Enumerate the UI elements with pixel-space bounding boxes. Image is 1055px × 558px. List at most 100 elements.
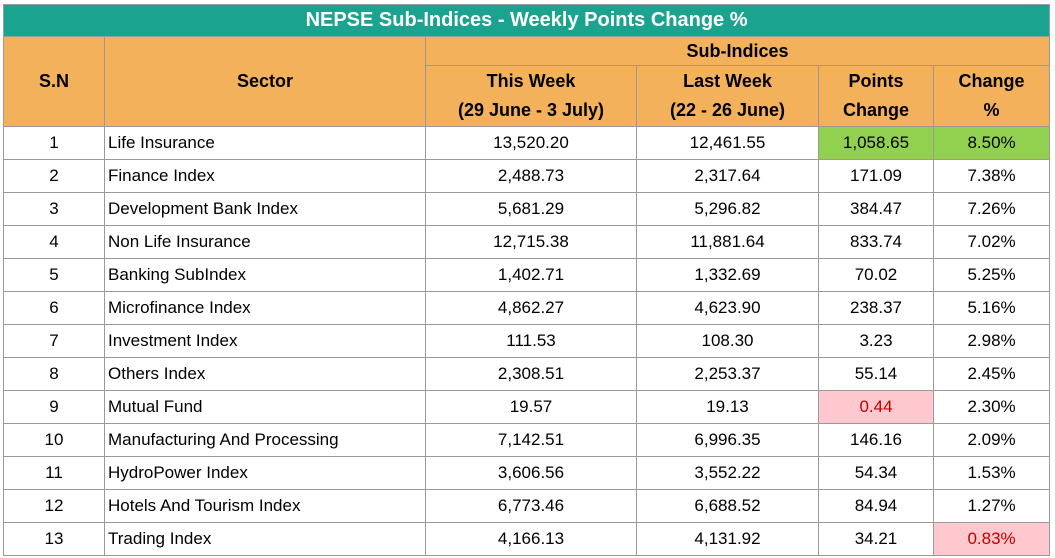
cell-last-week: 5,296.82 xyxy=(636,192,819,226)
cell-this-week: 1,402.71 xyxy=(425,258,637,292)
header-change-pct-line2: % xyxy=(983,100,1000,120)
table-row: 5 Banking SubIndex 1,402.71 1,332.69 70.… xyxy=(3,258,1051,292)
cell-change-pct: 2.45% xyxy=(932,357,1051,391)
cell-sn: 2 xyxy=(3,159,105,193)
cell-points-change: 54.34 xyxy=(818,456,934,490)
cell-last-week: 6,996.35 xyxy=(636,423,819,457)
cell-this-week: 111.53 xyxy=(425,324,637,358)
cell-last-week: 12,461.55 xyxy=(636,126,819,160)
cell-sn: 11 xyxy=(3,456,105,490)
cell-sector: Banking SubIndex xyxy=(104,258,426,292)
cell-sector: Others Index xyxy=(104,357,426,391)
cell-sector: Non Life Insurance xyxy=(104,225,426,259)
header-points-change: Points Change xyxy=(818,65,934,127)
cell-points-change-lowest: 0.44 xyxy=(818,390,934,424)
table-row: 3 Development Bank Index 5,681.29 5,296.… xyxy=(3,192,1051,226)
cell-points-change-highest: 1,058.65 xyxy=(818,126,934,160)
cell-change-pct: 2.98% xyxy=(932,324,1051,358)
cell-sn: 6 xyxy=(3,291,105,325)
cell-this-week: 19.57 xyxy=(425,390,637,424)
header-this-week: This Week (29 June - 3 July) xyxy=(425,65,637,127)
table-row: 12 Hotels And Tourism Index 6,773.46 6,6… xyxy=(3,489,1051,523)
table-title: NEPSE Sub-Indices - Weekly Points Change… xyxy=(2,4,1051,37)
table-row: 2 Finance Index 2,488.73 2,317.64 171.09… xyxy=(3,159,1051,193)
cell-points-change: 833.74 xyxy=(818,225,934,259)
cell-points-change: 171.09 xyxy=(818,159,934,193)
cell-sector: Investment Index xyxy=(104,324,426,358)
cell-change-pct: 7.02% xyxy=(932,225,1051,259)
cell-sector: HydroPower Index xyxy=(104,456,426,490)
cell-change-pct: 2.30% xyxy=(932,390,1051,424)
cell-sn: 10 xyxy=(3,423,105,457)
table-row: 4 Non Life Insurance 12,715.38 11,881.64… xyxy=(3,225,1051,259)
cell-this-week: 5,681.29 xyxy=(425,192,637,226)
table-row: 1 Life Insurance 13,520.20 12,461.55 1,0… xyxy=(3,126,1051,160)
cell-points-change: 34.21 xyxy=(818,522,934,556)
cell-last-week: 2,317.64 xyxy=(636,159,819,193)
cell-change-pct: 1.53% xyxy=(932,456,1051,490)
cell-last-week: 2,253.37 xyxy=(636,357,819,391)
cell-sector: Mutual Fund xyxy=(104,390,426,424)
cell-points-change: 384.47 xyxy=(818,192,934,226)
cell-sn: 13 xyxy=(3,522,105,556)
cell-points-change: 70.02 xyxy=(818,258,934,292)
cell-change-pct: 7.26% xyxy=(932,192,1051,226)
table-body: 1 Life Insurance 13,520.20 12,461.55 1,0… xyxy=(3,126,1051,556)
cell-this-week: 7,142.51 xyxy=(425,423,637,457)
sub-indices-table-container: NEPSE Sub-Indices - Weekly Points Change… xyxy=(2,4,1051,556)
cell-this-week: 6,773.46 xyxy=(425,489,637,523)
cell-points-change: 3.23 xyxy=(818,324,934,358)
header-last-week: Last Week (22 - 26 June) xyxy=(636,65,819,127)
cell-points-change: 238.37 xyxy=(818,291,934,325)
cell-sector: Trading Index xyxy=(104,522,426,556)
cell-points-change: 84.94 xyxy=(818,489,934,523)
cell-sector: Development Bank Index xyxy=(104,192,426,226)
cell-change-pct: 2.09% xyxy=(932,423,1051,457)
cell-this-week: 13,520.20 xyxy=(425,126,637,160)
table-row: 9 Mutual Fund 19.57 19.13 0.44 2.30% xyxy=(3,390,1051,424)
cell-change-pct-highest: 8.50% xyxy=(932,126,1051,160)
header-sub-indices: Sub-Indices xyxy=(424,36,1051,66)
header-this-week-range: (29 June - 3 July) xyxy=(457,100,605,120)
cell-this-week: 3,606.56 xyxy=(425,456,637,490)
header-last-week-range: (22 - 26 June) xyxy=(669,100,786,120)
cell-sn: 8 xyxy=(3,357,105,391)
cell-this-week: 4,166.13 xyxy=(425,522,637,556)
cell-sn: 3 xyxy=(3,192,105,226)
cell-points-change: 55.14 xyxy=(818,357,934,391)
cell-last-week: 4,623.90 xyxy=(636,291,819,325)
cell-sn: 9 xyxy=(3,390,105,424)
cell-change-pct: 5.25% xyxy=(932,258,1051,292)
table-row: 6 Microfinance Index 4,862.27 4,623.90 2… xyxy=(3,291,1051,325)
header-points-change-line2: Change xyxy=(842,100,909,120)
table-row: 8 Others Index 2,308.51 2,253.37 55.14 2… xyxy=(3,357,1051,391)
cell-this-week: 2,308.51 xyxy=(425,357,637,391)
cell-sn: 1 xyxy=(3,126,105,160)
cell-last-week: 108.30 xyxy=(636,324,819,358)
cell-change-pct: 5.16% xyxy=(932,291,1051,325)
cell-this-week: 4,862.27 xyxy=(425,291,637,325)
header-last-week-label: Last Week xyxy=(683,71,772,91)
header-sn: S.N xyxy=(3,36,105,127)
header-points-change-line1: Points xyxy=(848,71,904,91)
cell-sn: 4 xyxy=(3,225,105,259)
cell-last-week: 4,131.92 xyxy=(636,522,819,556)
cell-last-week: 3,552.22 xyxy=(636,456,819,490)
table-header: NEPSE Sub-Indices - Weekly Points Change… xyxy=(2,4,1051,127)
header-this-week-label: This Week xyxy=(486,71,576,91)
cell-points-change: 146.16 xyxy=(818,423,934,457)
cell-sector: Microfinance Index xyxy=(104,291,426,325)
header-change-pct-line1: Change xyxy=(958,71,1025,91)
cell-sn: 12 xyxy=(3,489,105,523)
cell-last-week: 11,881.64 xyxy=(636,225,819,259)
cell-this-week: 12,715.38 xyxy=(425,225,637,259)
cell-sector: Hotels And Tourism Index xyxy=(104,489,426,523)
header-sector: Sector xyxy=(104,36,426,127)
table-row: 11 HydroPower Index 3,606.56 3,552.22 54… xyxy=(3,456,1051,490)
cell-this-week: 2,488.73 xyxy=(425,159,637,193)
cell-sector: Life Insurance xyxy=(104,126,426,160)
cell-sector: Manufacturing And Processing xyxy=(104,423,426,457)
header-change-pct: Change % xyxy=(932,65,1051,127)
cell-last-week: 1,332.69 xyxy=(636,258,819,292)
table-row: 10 Manufacturing And Processing 7,142.51… xyxy=(3,423,1051,457)
